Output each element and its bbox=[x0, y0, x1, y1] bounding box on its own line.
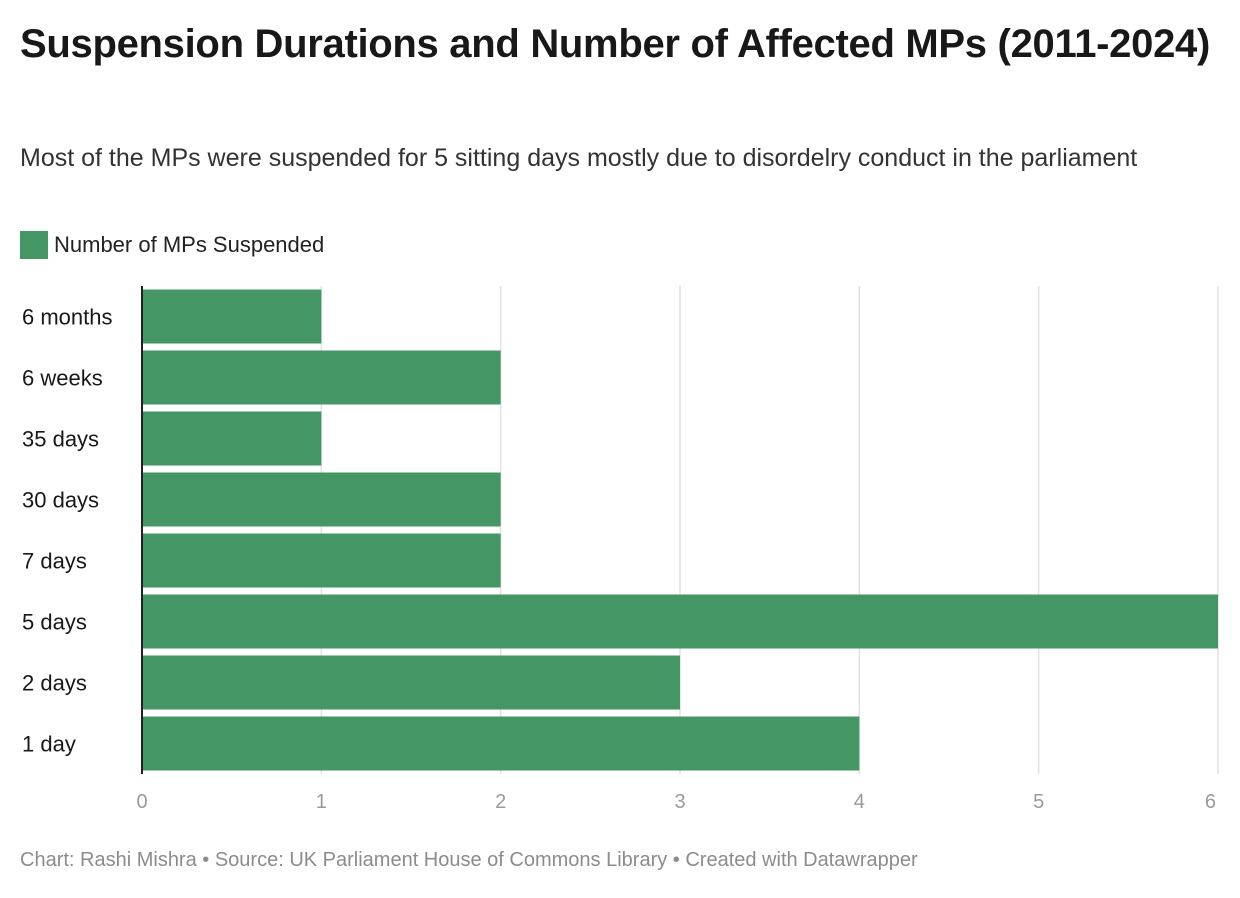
category-label: 6 months bbox=[22, 305, 113, 330]
bar-35-days bbox=[142, 411, 322, 466]
x-tick-label: 2 bbox=[495, 791, 506, 813]
category-label: 1 day bbox=[22, 732, 76, 757]
legend: Number of MPs Suspended bbox=[20, 230, 324, 260]
category-label: 7 days bbox=[22, 549, 87, 574]
x-tick-label: 3 bbox=[674, 791, 685, 813]
x-tick-label: 5 bbox=[1033, 791, 1044, 813]
bar-6-months bbox=[142, 289, 322, 344]
chart-subtitle: Most of the MPs were suspended for 5 sit… bbox=[20, 144, 1138, 172]
x-tick-label: 4 bbox=[854, 791, 865, 813]
bar-5-days bbox=[142, 594, 1218, 649]
bar-6-weeks bbox=[142, 350, 501, 405]
x-tick-label: 6 bbox=[1205, 791, 1216, 813]
category-label: 5 days bbox=[22, 610, 87, 635]
category-label: 6 weeks bbox=[22, 366, 103, 391]
chart-footer: Chart: Rashi Mishra • Source: UK Parliam… bbox=[20, 849, 918, 871]
x-tick-label: 0 bbox=[136, 791, 147, 813]
legend-label: Number of MPs Suspended bbox=[54, 232, 325, 257]
category-label: 30 days bbox=[22, 488, 99, 513]
legend-swatch bbox=[20, 231, 48, 259]
bar-2-days bbox=[142, 655, 680, 710]
bar-30-days bbox=[142, 472, 501, 527]
chart-title: Suspension Durations and Number of Affec… bbox=[20, 22, 1210, 66]
x-tick-label: 1 bbox=[316, 791, 327, 813]
bar-1-day bbox=[142, 716, 860, 771]
bar-layer bbox=[141, 286, 1218, 774]
category-label: 2 days bbox=[22, 671, 87, 696]
tick-label-layer: 0 1 2 3 4 5 6 bbox=[136, 791, 1216, 813]
category-label-layer: 6 months 6 weeks 35 days 30 days 7 days 5 day… bbox=[22, 305, 113, 757]
bar-7-days bbox=[142, 533, 501, 588]
category-label: 35 days bbox=[22, 427, 99, 452]
